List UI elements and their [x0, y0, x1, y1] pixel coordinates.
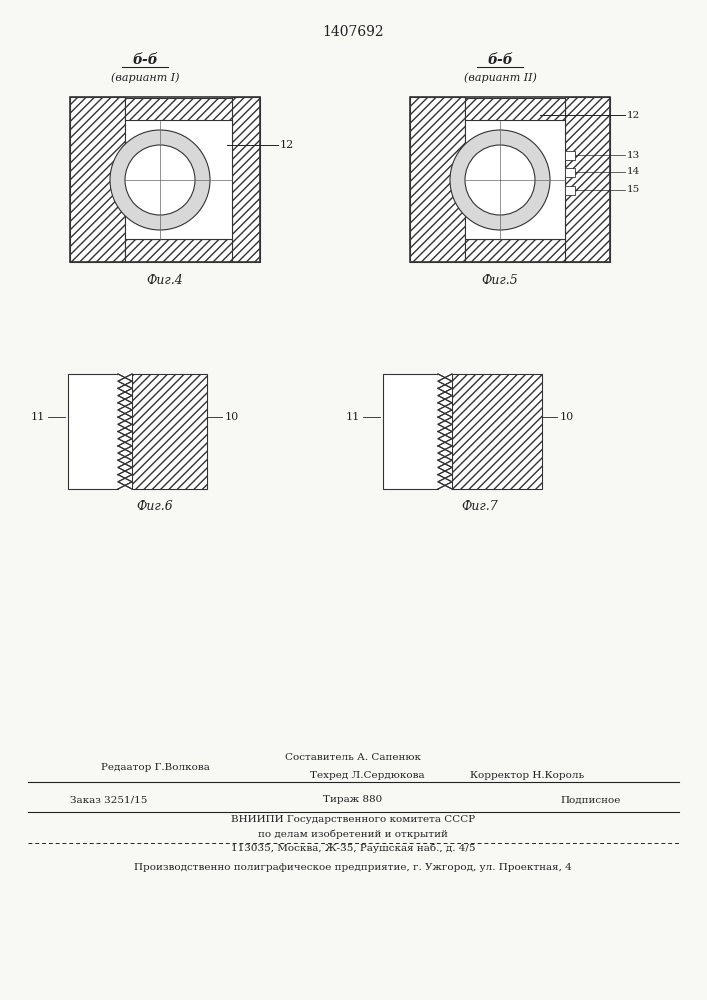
Text: ВНИИПИ Государственного комитета СССР: ВНИИПИ Государственного комитета СССР [231, 816, 475, 824]
Bar [383, 374, 438, 489]
Circle shape [110, 130, 210, 230]
Text: Фиг.5: Фиг.5 [481, 273, 518, 286]
Bar [70, 97, 260, 262]
Circle shape [450, 130, 550, 230]
Text: Фиг.4: Фиг.4 [146, 273, 183, 286]
Text: Тираж 880: Тираж 880 [323, 796, 382, 804]
Bar [438, 374, 452, 489]
Text: (вариант I): (вариант I) [111, 73, 180, 83]
Text: 15: 15 [627, 186, 641, 194]
Text: Фиг.6: Фиг.6 [136, 500, 173, 514]
Bar [410, 97, 465, 262]
Bar [410, 97, 610, 262]
Text: 14: 14 [627, 167, 641, 176]
Text: 11: 11 [30, 412, 45, 422]
Text: 11: 11 [346, 412, 360, 422]
Circle shape [465, 145, 535, 215]
Text: Корректор Н.Король: Корректор Н.Король [470, 772, 584, 780]
Bar [125, 120, 232, 239]
Bar [465, 239, 565, 262]
Bar [465, 120, 565, 239]
Bar [68, 374, 118, 489]
Text: 10: 10 [560, 412, 574, 422]
Text: Составитель А. Сапенюк: Составитель А. Сапенюк [285, 754, 421, 762]
Text: б-б: б-б [132, 53, 158, 67]
Text: 12: 12 [627, 110, 641, 119]
Text: Подписное: Подписное [560, 796, 620, 804]
Bar [125, 98, 232, 121]
Bar [70, 97, 125, 262]
Bar [465, 98, 565, 121]
Text: 113035, Москва, Ж-35, Раушская наб., д. 4/5: 113035, Москва, Ж-35, Раушская наб., д. … [230, 843, 475, 853]
Bar [565, 168, 575, 177]
Text: 13: 13 [627, 150, 641, 159]
Text: по делам изобретений и открытий: по делам изобретений и открытий [258, 829, 448, 839]
Bar [125, 239, 232, 262]
Circle shape [125, 145, 195, 215]
Bar [565, 97, 610, 262]
Text: Редаатор Г.Волкова: Редаатор Г.Волкова [100, 764, 209, 772]
Bar [118, 374, 132, 489]
Bar [565, 186, 575, 195]
Text: Производственно полиграфическое предприятие, г. Ужгород, ул. Проектная, 4: Производственно полиграфическое предприя… [134, 862, 572, 871]
Bar [132, 374, 207, 489]
Text: (вариант II): (вариант II) [464, 73, 537, 83]
Text: 10: 10 [225, 412, 239, 422]
Text: Фиг.7: Фиг.7 [462, 500, 498, 514]
Bar [232, 97, 260, 262]
Text: 1407692: 1407692 [322, 25, 384, 39]
Text: б-б: б-б [487, 53, 513, 67]
Text: Техред Л.Сердюкова: Техред Л.Сердюкова [310, 772, 425, 780]
Text: Заказ 3251/15: Заказ 3251/15 [70, 796, 147, 804]
Text: 12: 12 [280, 140, 294, 150]
Bar [565, 151, 575, 160]
Bar [452, 374, 542, 489]
